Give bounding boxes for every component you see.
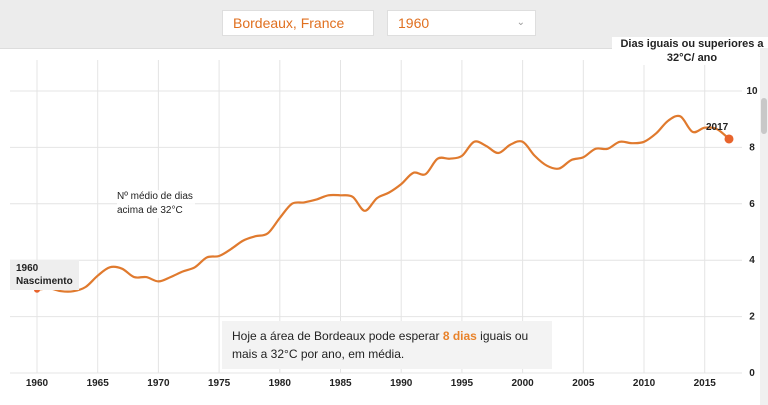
year-select[interactable]: 1960 ⌄ bbox=[387, 10, 536, 36]
start-year-label: 1960 bbox=[16, 263, 39, 274]
end-point-marker bbox=[724, 134, 734, 144]
x-tick-label: 1975 bbox=[208, 378, 231, 389]
series-annotation-text: Nº médio de dias acima de 32°C bbox=[117, 191, 193, 216]
y-axis-label: Dias iguais ou superiores a 32°C/ ano bbox=[612, 37, 768, 65]
x-tick-label: 1995 bbox=[451, 378, 474, 389]
grid-lines bbox=[10, 60, 742, 374]
y-tick-label: 6 bbox=[749, 199, 755, 210]
x-tick-label: 2010 bbox=[633, 378, 656, 389]
x-tick-label: 1980 bbox=[269, 378, 292, 389]
city-select[interactable]: Bordeaux, France bbox=[222, 10, 374, 36]
top-bar bbox=[0, 0, 768, 49]
x-tick-label: 2005 bbox=[572, 378, 595, 389]
y-tick-label: 8 bbox=[749, 142, 755, 153]
y-tick-label: 0 bbox=[749, 368, 755, 379]
chevron-down-icon[interactable]: ⌄ bbox=[516, 17, 525, 28]
year-select-value: 1960 bbox=[398, 15, 430, 31]
y-axis-ticks: 0 2 4 6 8 10 bbox=[746, 86, 758, 379]
x-tick-label: 1990 bbox=[390, 378, 413, 389]
scrollbar-thumb[interactable] bbox=[761, 98, 767, 134]
x-tick-label: 1965 bbox=[87, 378, 110, 389]
y-tick-label: 2 bbox=[749, 312, 755, 323]
x-tick-label: 2000 bbox=[511, 378, 534, 389]
x-tick-label: 1970 bbox=[147, 378, 170, 389]
x-tick-label: 2015 bbox=[694, 378, 717, 389]
city-select-value: Bordeaux, France bbox=[233, 15, 345, 31]
caption-highlight: 8 dias bbox=[442, 329, 477, 343]
caption-text-after: iguais ou mais a 32°C por ano, em média. bbox=[232, 329, 529, 361]
y-tick-label: 4 bbox=[749, 255, 755, 266]
x-tick-label: 1960 bbox=[26, 378, 49, 389]
start-annotation: 1960 Nascimento bbox=[10, 260, 79, 290]
y-tick-label: 10 bbox=[746, 86, 758, 97]
series-line bbox=[36, 114, 730, 293]
series-annotation: Nº médio de dias acima de 32°C bbox=[117, 190, 195, 218]
summary-caption: Hoje a área de Bordeaux pode esperar 8 d… bbox=[222, 321, 552, 369]
end-year-label: 2017 bbox=[706, 122, 729, 133]
start-text-label: Nascimento bbox=[16, 276, 73, 287]
x-axis-ticks: 1960 1965 1970 1975 1980 1985 1990 1995 2000 2005… bbox=[26, 378, 716, 389]
caption-text-before: Hoje a área de Bordeaux pode esperar bbox=[232, 329, 443, 343]
scrollbar[interactable] bbox=[760, 48, 768, 405]
x-tick-label: 1985 bbox=[329, 378, 352, 389]
